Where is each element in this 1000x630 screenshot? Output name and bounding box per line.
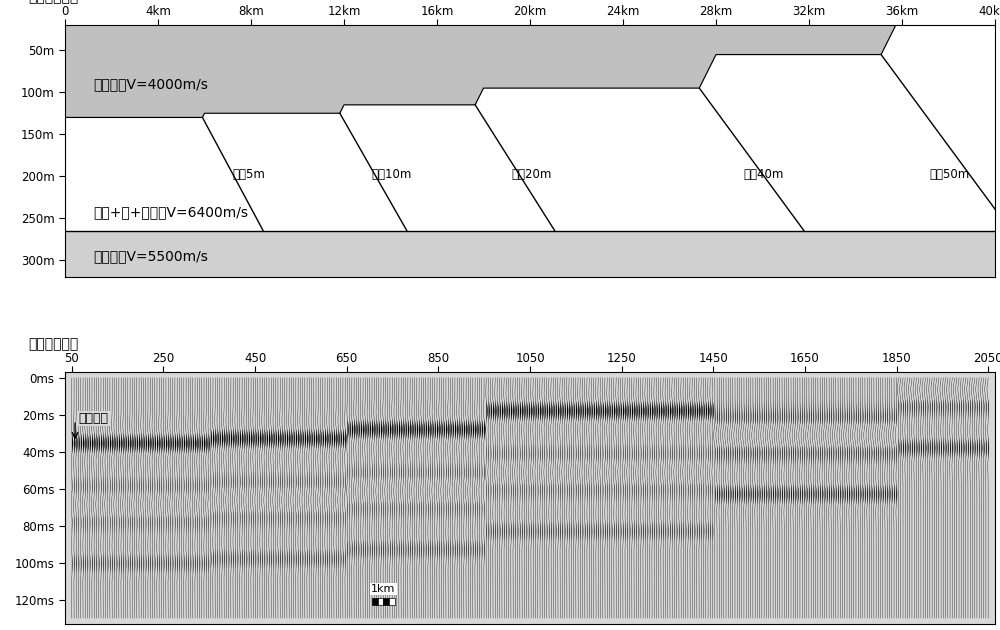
Bar [372, 598, 378, 605]
Text: 龙潭组，V=4000m/s: 龙潭组，V=4000m/s [93, 77, 208, 91]
Text: 断距5m: 断距5m [232, 168, 265, 181]
Bar [378, 598, 383, 605]
Text: 1km: 1km [371, 584, 396, 594]
Bar [383, 598, 389, 605]
Text: 断距40m: 断距40m [744, 168, 784, 181]
Text: 断距10m: 断距10m [372, 168, 412, 181]
Text: 茅二+三+四段，V=6400m/s: 茅二+三+四段，V=6400m/s [93, 205, 248, 219]
Text: 正演模拟道集: 正演模拟道集 [28, 337, 78, 351]
Bar [389, 598, 395, 605]
Polygon shape [65, 13, 995, 231]
Text: 断距50m: 断距50m [930, 168, 970, 181]
Text: 断距20m: 断距20m [511, 168, 552, 181]
Text: 茅一段，V=5500m/s: 茅一段，V=5500m/s [93, 249, 208, 263]
Text: 区域正演模型: 区域正演模型 [28, 0, 78, 4]
Text: 龙潭组底: 龙潭组底 [79, 412, 109, 425]
Polygon shape [65, 13, 995, 117]
